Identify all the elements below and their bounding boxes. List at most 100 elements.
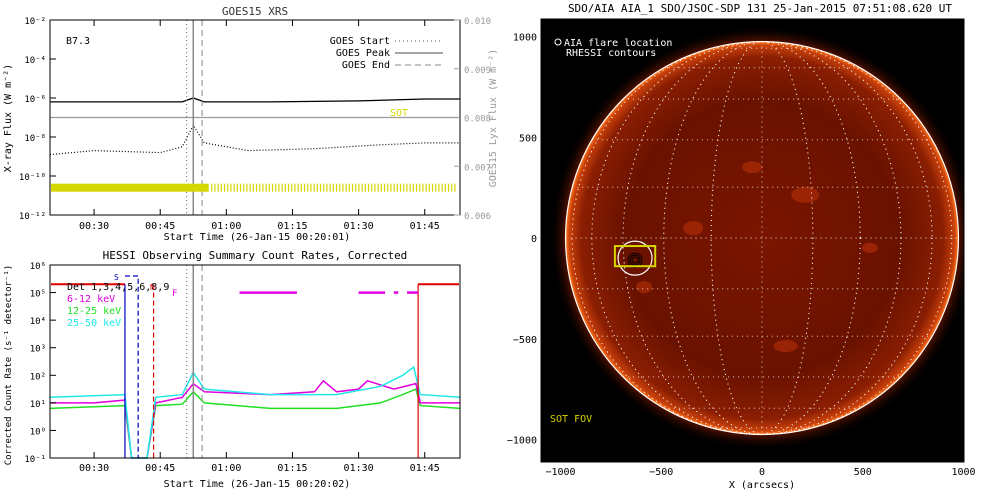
hessi-panel: HESSI Observing Summary Count Rates, Cor… — [4, 249, 461, 490]
goes-y2-tick-label: 0.008 — [464, 115, 491, 125]
legend-6-12: 6-12 keV — [67, 294, 115, 305]
active-region — [791, 186, 820, 203]
rhessi-contour — [631, 256, 639, 264]
hessi-series-25-50-keV — [49, 365, 461, 459]
hessi-y-tick-label: 10⁴ — [30, 317, 46, 327]
sot-coverage-solid — [51, 183, 209, 192]
hessi-y-tick-label: 10⁰ — [30, 427, 46, 437]
hessi-x-tick-label: 01:00 — [211, 463, 241, 474]
goes-y2-tick-label: 0.006 — [464, 212, 491, 222]
aia-y-tick-label: 1000 — [513, 33, 537, 44]
aia-map-content — [549, 25, 964, 451]
hessi-n-flag: N — [150, 283, 155, 292]
active-region — [742, 161, 763, 174]
hessi-y-tick-label: 10¹ — [30, 400, 46, 410]
hessi-y-tick-label: 10⁵ — [30, 290, 46, 300]
hessi-x-ticks: 00:30 00:45 01:00 01:15 01:30 01:45 — [79, 452, 440, 474]
grid-longitude — [663, 41, 861, 435]
goes-y-tick-label: 10⁻⁴ — [24, 56, 46, 66]
sot-fov-box — [613, 245, 657, 268]
goes-series-short — [49, 124, 460, 156]
hessi-y-tick-label: 10⁶ — [30, 262, 46, 272]
aia-panel: SDO/AIA AIA_1 SDO/JSOC-SDP 131 25-Jan-20… — [507, 2, 976, 491]
goes-x-tick-label: 01:15 — [277, 221, 307, 232]
solar-limb — [564, 40, 960, 436]
goes-y2-tick-label: 0.010 — [464, 17, 491, 27]
aia-y-tick-label: −500 — [513, 335, 537, 346]
goes-x-tick-label: 00:30 — [79, 221, 109, 232]
aia-flare-location-circle — [617, 240, 653, 276]
hessi-title: HESSI Observing Summary Count Rates, Cor… — [103, 249, 408, 262]
hessi-x-tick-label: 01:30 — [344, 463, 374, 474]
active-region — [773, 340, 798, 353]
goes-y2-tick-label: 0.009 — [464, 66, 491, 76]
goes-x-tick-label: 00:45 — [145, 221, 175, 232]
legend-rhessi-contours: RHESSI contours — [566, 48, 656, 59]
legend-12-25: 12-25 keV — [67, 306, 121, 317]
hessi-x-tick-label: 00:30 — [79, 463, 109, 474]
hessi-series-12-25-keV — [49, 388, 461, 459]
goes-title: GOES15 XRS — [222, 5, 288, 18]
hessi-axes-frame — [49, 264, 461, 459]
goes-ylabel: X-ray Flux (W m⁻²) — [3, 64, 14, 172]
goes-class-label: B7.3 — [66, 36, 90, 47]
goes-xlabel: Start Time (26-Jan-15 00:20:01) — [164, 232, 351, 243]
aia-x-ticks: −1000 −500 0 500 1000 — [545, 456, 976, 478]
aia-y-tick-label: 500 — [519, 133, 537, 144]
goes-series-long — [50, 97, 460, 103]
active-region — [862, 242, 879, 253]
legend-goes-start: GOES Start — [330, 36, 390, 47]
goes-plot-area — [49, 20, 460, 215]
solar-disk — [565, 41, 959, 435]
legend-det: Det 1,3,4,5,6,8,9 — [67, 282, 169, 293]
active-region — [636, 281, 653, 294]
goes-x-tick-label: 01:00 — [211, 221, 241, 232]
hessi-x-tick-label: 01:45 — [410, 463, 440, 474]
goes-y-tick-label: 10⁻¹⁰ — [19, 173, 46, 183]
goes-x-ticks: 00:30 00:45 01:00 01:15 01:30 01:45 — [79, 20, 440, 232]
goes-y2-tick-label: 0.007 — [464, 163, 491, 173]
hessi-x-tick-label: 01:15 — [277, 463, 307, 474]
hessi-s-flag: S — [114, 273, 119, 282]
goes-y2-ticks: 0.010 0.009 0.008 0.007 0.006 — [454, 17, 491, 222]
hessi-saa-end — [124, 275, 139, 458]
aia-y-tick-label: 0 — [531, 234, 537, 245]
goes-y-ticks: 10⁻² 10⁻⁴ 10⁻⁶ 10⁻⁸ 10⁻¹⁰ 10⁻¹² — [19, 17, 56, 222]
hessi-y-tick-label: 10² — [30, 372, 46, 382]
goes-legend: GOES Start GOES Peak GOES End — [330, 36, 443, 71]
aia-x-tick-label: −500 — [649, 467, 673, 478]
legend-flare-location: AIA flare location — [564, 38, 672, 49]
aia-x-tick-label: 500 — [854, 467, 872, 478]
legend-goes-end: GOES End — [342, 60, 390, 71]
aia-x-tick-label: 0 — [759, 467, 765, 478]
goes-y-tick-label: 10⁻² — [24, 17, 46, 27]
hessi-y-tick-label: 10⁻¹ — [24, 455, 46, 465]
aia-x-tick-label: 1000 — [951, 467, 975, 478]
aia-y-ticks: 1000 500 0 −500 −1000 — [507, 33, 547, 447]
aia-x-tick-label: −1000 — [545, 467, 575, 478]
sot-fov-label: SOT FOV — [550, 414, 592, 425]
legend-goes-peak: GOES Peak — [336, 48, 390, 59]
active-region — [683, 221, 704, 236]
aia-title: SDO/AIA AIA_1 SDO/JSOC-SDP 131 25-Jan-20… — [568, 2, 952, 15]
aia-xlabel: X (arcsecs) — [729, 480, 795, 491]
aia-y-tick-label: −1000 — [507, 436, 537, 447]
hessi-f-flag: F — [172, 289, 177, 299]
aia-axes-frame — [540, 18, 965, 463]
hessi-series-6-12-keV — [50, 379, 460, 459]
legend-flare-location-swatch — [554, 38, 562, 46]
hessi-legend: Det 1,3,4,5,6,8,9 6-12 keV 12-25 keV 25-… — [67, 282, 169, 329]
hessi-ylabel: Corrected Count Rate (s⁻¹ detector⁻¹) — [4, 265, 14, 465]
goes-panel: GOES15 XRS 00:30 00:45 01:00 01:15 01:30 01:4… — [3, 5, 499, 243]
goes-x-tick-label: 01:30 — [344, 221, 374, 232]
hessi-xlabel: Start Time (26-Jan-15 00:20:02) — [164, 479, 351, 490]
goes-y-tick-label: 10⁻¹² — [19, 212, 46, 222]
hessi-x-tick-label: 00:45 — [145, 463, 175, 474]
hessi-y-ticks: 10⁶ 10⁵ 10⁴ 10³ 10² 10¹ 10⁰ 10⁻¹ — [24, 262, 56, 465]
sot-label: SOT — [390, 108, 408, 119]
goes-ylabel-right: GOES15 Lyx Flux (W m⁻²) — [488, 49, 499, 187]
legend-25-50: 25-50 keV — [67, 318, 121, 329]
goes-x-tick-label: 01:45 — [410, 221, 440, 232]
